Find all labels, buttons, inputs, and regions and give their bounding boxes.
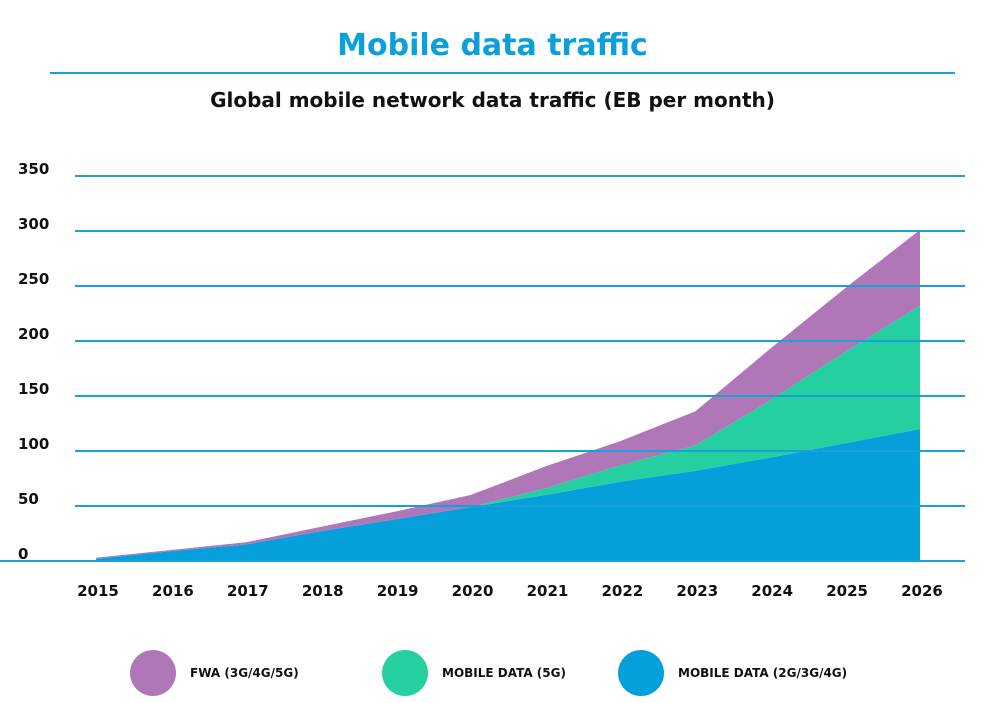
x-tick-label: 2020 [452,582,494,600]
x-tick-label: 2015 [77,582,119,600]
y-tick-label: 100 [18,435,49,453]
area-series-1 [96,305,920,559]
area-series-0 [96,429,920,561]
x-tick-label: 2018 [302,582,344,600]
area-series-2 [96,229,920,559]
y-tick-label: 250 [18,270,49,288]
x-tick-label: 2017 [227,582,269,600]
x-tick-label: 2016 [152,582,194,600]
chart-title: Mobile data traffic [337,28,648,63]
y-tick-label: 200 [18,325,49,343]
legend-label: FWA (3G/4G/5G) [190,666,299,680]
legend-item: MOBILE DATA (5G) [382,650,566,696]
x-tick-label: 2025 [826,582,868,600]
y-tick-label: 350 [18,160,49,178]
title-divider [50,72,955,74]
y-tick-label: 150 [18,380,49,398]
legend-item: MOBILE DATA (2G/3G/4G) [618,650,847,696]
x-tick-label: 2024 [751,582,793,600]
chart-subtitle: Global mobile network data traffic (EB p… [210,88,775,112]
y-tick-label: 50 [18,490,39,508]
legend-swatch [382,650,428,696]
x-tick-label: 2021 [527,582,569,600]
legend-swatch [130,650,176,696]
legend-item: FWA (3G/4G/5G) [130,650,299,696]
x-tick-label: 2019 [377,582,419,600]
legend-label: MOBILE DATA (2G/3G/4G) [678,666,848,680]
y-tick-label: 300 [18,215,49,233]
x-tick-label: 2023 [676,582,718,600]
legend-swatch [618,650,664,696]
legend-label: MOBILE DATA (5G) [442,666,566,680]
y-tick-label: 0 [18,545,28,563]
x-tick-label: 2026 [901,582,943,600]
x-tick-label: 2022 [601,582,643,600]
